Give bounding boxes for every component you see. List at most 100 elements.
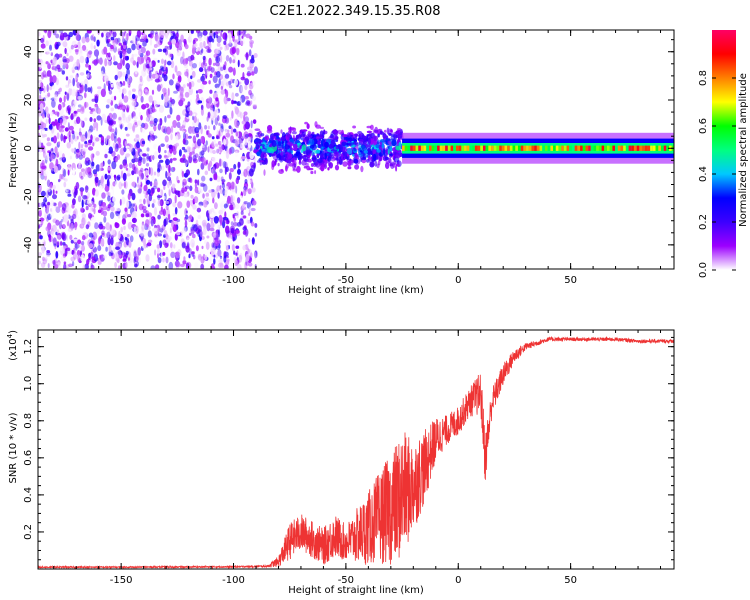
- noise-speck: [72, 69, 75, 74]
- noise-speck: [218, 158, 223, 167]
- band-speck: [381, 142, 385, 149]
- noise-speck: [97, 260, 102, 265]
- noise-speck: [161, 83, 164, 88]
- band-speck: [395, 145, 402, 151]
- line-core: [407, 145, 411, 151]
- noise-speck: [80, 81, 85, 86]
- noise-speck: [140, 213, 145, 218]
- band-speck: [297, 143, 300, 149]
- noise-speck: [80, 188, 83, 197]
- noise-speck: [223, 95, 228, 105]
- noise-speck: [132, 35, 136, 44]
- noise-speck: [234, 106, 239, 115]
- noise-speck: [253, 66, 258, 74]
- line-core: [636, 145, 640, 151]
- noise-speck: [155, 264, 160, 269]
- y-tick-label: 0.4: [23, 487, 34, 503]
- noise-speck: [148, 95, 153, 103]
- noise-speck: [222, 63, 225, 70]
- noise-speck: [157, 214, 161, 220]
- noise-speck: [202, 193, 205, 199]
- noise-speck: [193, 115, 197, 123]
- noise-speck: [50, 199, 54, 208]
- noise-speck: [104, 119, 108, 124]
- noise-speck: [124, 210, 128, 219]
- band-speck: [393, 131, 398, 135]
- band-speck: [318, 134, 323, 138]
- noise-speck: [200, 263, 205, 269]
- noise-speck: [38, 31, 41, 37]
- noise-speck: [250, 161, 255, 168]
- band-speck: [307, 158, 312, 163]
- band-speck: [360, 157, 363, 162]
- line-core: [450, 145, 454, 151]
- noise-speck: [198, 249, 201, 255]
- noise-speck: [119, 198, 122, 206]
- band-speck: [255, 144, 260, 150]
- noise-speck: [250, 120, 253, 129]
- noise-speck: [38, 252, 42, 257]
- noise-speck: [69, 234, 73, 241]
- colorbar-tick-label: 0.2: [698, 214, 709, 230]
- noise-speck: [127, 257, 131, 261]
- noise-speck: [177, 262, 181, 267]
- noise-speck: [145, 169, 149, 176]
- noise-speck: [185, 105, 190, 114]
- noise-speck: [150, 219, 154, 227]
- noise-speck: [188, 232, 192, 236]
- noise-speck: [127, 192, 131, 201]
- band-speck: [295, 134, 300, 139]
- noise-speck: [231, 99, 234, 105]
- noise-speck: [221, 264, 224, 268]
- line-core: [512, 145, 516, 151]
- noise-speck: [39, 235, 43, 240]
- line-core: [639, 145, 642, 151]
- noise-speck: [123, 197, 127, 204]
- band-speck: [270, 135, 275, 141]
- noise-speck: [118, 143, 122, 149]
- noise-speck: [121, 196, 126, 205]
- noise-speck: [245, 99, 251, 105]
- noise-speck: [173, 244, 176, 249]
- noise-speck: [169, 53, 174, 58]
- noise-speck: [86, 30, 92, 34]
- line-core: [542, 145, 545, 151]
- noise-speck: [239, 252, 243, 260]
- spectrogram-marks: [38, 30, 674, 269]
- noise-speck: [248, 49, 252, 57]
- noise-speck: [141, 226, 144, 230]
- band-speck: [294, 156, 298, 161]
- noise-speck: [85, 56, 90, 64]
- noise-speck: [222, 219, 226, 229]
- noise-speck: [108, 124, 113, 132]
- noise-speck: [66, 234, 69, 241]
- line-core: [431, 145, 435, 151]
- band-speck: [372, 149, 377, 155]
- noise-speck: [79, 72, 85, 76]
- noise-speck: [108, 227, 112, 233]
- noise-speck: [164, 94, 169, 103]
- noise-speck: [213, 144, 216, 151]
- noise-speck: [73, 191, 77, 199]
- x-tick-label: 50: [564, 575, 577, 586]
- band-speck: [362, 138, 368, 145]
- noise-speck: [209, 177, 213, 182]
- x-tick-label: -100: [222, 575, 245, 586]
- noise-speck: [86, 51, 92, 59]
- band-speck: [341, 141, 347, 147]
- noise-speck: [204, 255, 208, 261]
- band-speck: [316, 149, 320, 154]
- band-speck: [304, 121, 308, 125]
- line-core: [652, 145, 656, 151]
- noise-speck: [77, 41, 81, 50]
- snr-frame: [37, 329, 675, 570]
- noise-speck: [38, 132, 41, 137]
- noise-speck: [44, 215, 48, 219]
- noise-speck: [77, 104, 82, 108]
- noise-speck: [173, 90, 178, 94]
- noise-speck: [76, 116, 81, 124]
- noise-speck: [193, 254, 196, 260]
- x-tick-label: -100: [222, 275, 245, 286]
- noise-speck: [213, 173, 218, 181]
